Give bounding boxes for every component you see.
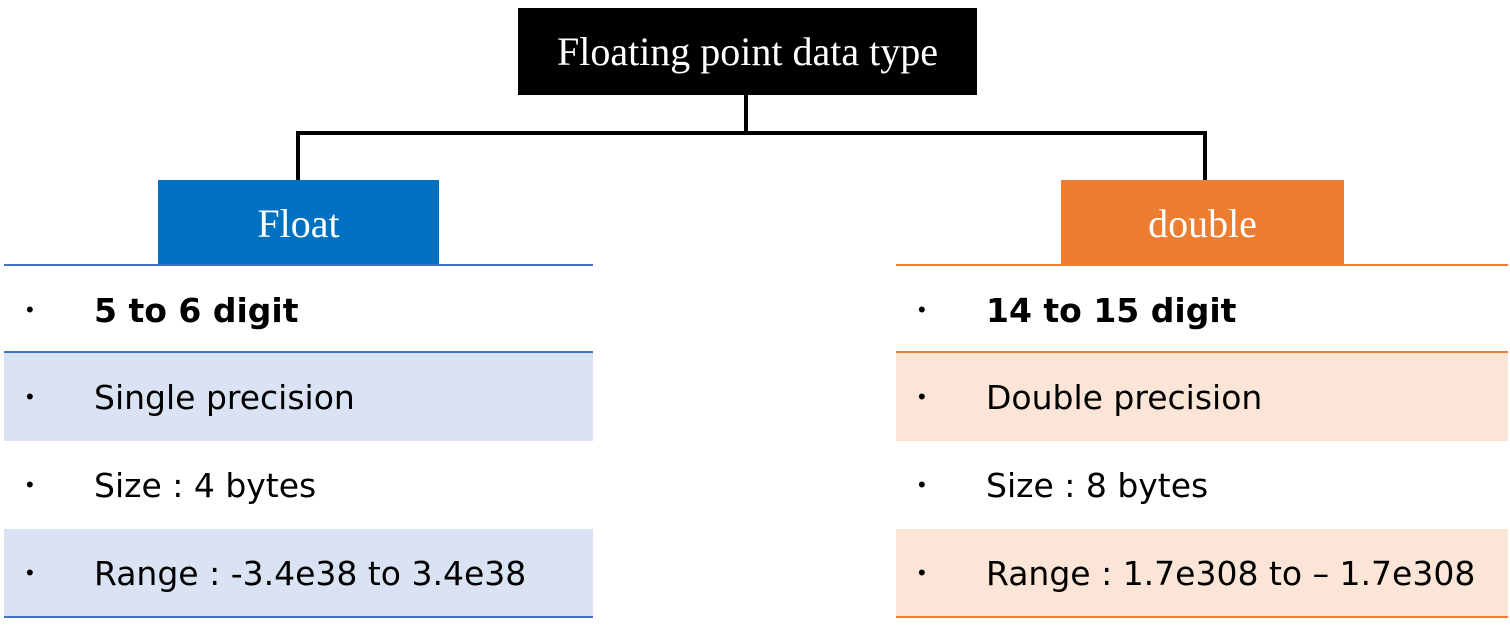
float-digits: 5 to 6 digit xyxy=(94,290,299,330)
connector-stem xyxy=(744,95,748,133)
connector-horizontal xyxy=(296,131,1207,135)
bullet: • xyxy=(918,384,926,409)
bullet: • xyxy=(26,472,34,497)
table-row: • Range : -3.4e38 to 3.4e38 xyxy=(4,529,593,617)
double-range: Range : 1.7e308 to – 1.7e308 xyxy=(986,553,1476,593)
double-header-line xyxy=(896,351,1508,353)
double-size: Size : 8 bytes xyxy=(986,465,1209,505)
float-table-top-line xyxy=(4,264,593,266)
double-digits: 14 to 15 digit xyxy=(986,290,1237,330)
float-title: Float xyxy=(257,200,340,246)
bullet: • xyxy=(26,560,34,585)
bullet: • xyxy=(26,384,34,409)
connector-left-drop xyxy=(296,131,300,181)
float-range: Range : -3.4e38 to 3.4e38 xyxy=(94,553,527,593)
float-title-box: Float xyxy=(158,180,439,266)
table-row: • Single precision xyxy=(4,353,593,441)
table-row: • Size : 4 bytes xyxy=(4,441,593,529)
float-precision: Single precision xyxy=(94,377,355,417)
table-row: • 5 to 6 digit xyxy=(4,266,593,354)
double-table-top-line xyxy=(896,264,1508,266)
table-row: • Size : 8 bytes xyxy=(896,441,1508,529)
connector-right-drop xyxy=(1203,131,1207,181)
table-row: • 14 to 15 digit xyxy=(896,266,1508,354)
table-row: • Range : 1.7e308 to – 1.7e308 xyxy=(896,529,1508,617)
double-table: • 14 to 15 digit • Double precision • Si… xyxy=(896,264,1508,620)
bullet: • xyxy=(918,560,926,585)
root-node: Floating point data type xyxy=(518,8,977,95)
float-table: • 5 to 6 digit • Single precision • Size… xyxy=(4,264,593,620)
bullet: • xyxy=(26,297,34,322)
table-row: • Double precision xyxy=(896,353,1508,441)
bullet: • xyxy=(918,472,926,497)
double-title-box: double xyxy=(1061,180,1344,266)
float-size: Size : 4 bytes xyxy=(94,465,317,505)
double-table-bottom-line xyxy=(896,616,1508,618)
double-title: double xyxy=(1148,200,1257,246)
root-title: Floating point data type xyxy=(556,29,939,74)
bullet: • xyxy=(918,297,926,322)
float-header-line xyxy=(4,351,593,353)
float-table-bottom-line xyxy=(4,616,593,618)
double-precision: Double precision xyxy=(986,377,1263,417)
